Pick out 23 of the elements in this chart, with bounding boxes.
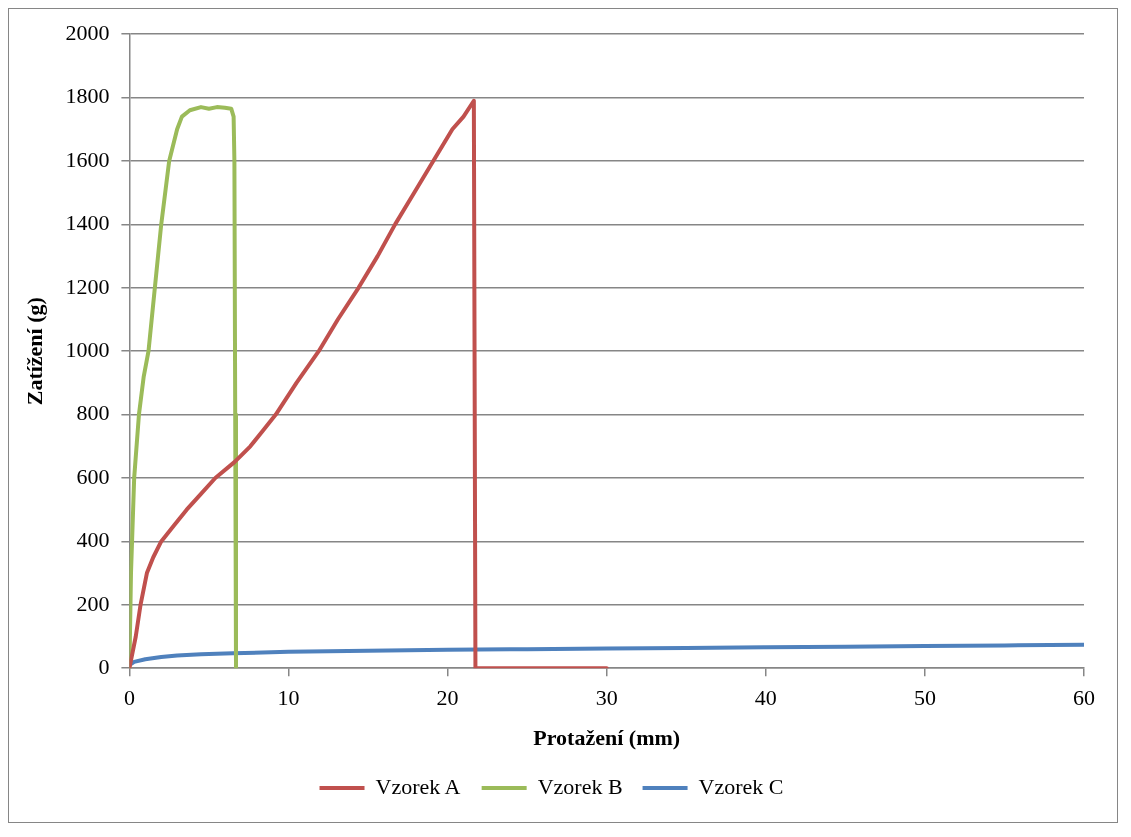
y-tick-label: 1200 (65, 273, 110, 299)
y-tick-label: 1600 (65, 146, 110, 172)
legend-label: Vzorek C (698, 773, 784, 799)
y-tick-label: 600 (76, 463, 110, 489)
y-tick-label: 1000 (65, 336, 110, 362)
y-tick-label: 200 (76, 590, 110, 616)
y-tick-label: 0 (98, 653, 110, 679)
y-axis-title: Zatížení (g) (21, 297, 47, 406)
x-tick-label: 30 (595, 685, 618, 711)
x-tick-label: 60 (1073, 685, 1095, 711)
x-tick-label: 20 (436, 685, 459, 711)
x-tick-label: 50 (913, 685, 936, 711)
x-tick-label: 40 (754, 685, 777, 711)
y-tick-label: 1800 (65, 83, 110, 109)
y-tick-label: 2000 (65, 19, 110, 45)
x-tick-label: 0 (123, 685, 135, 711)
y-tick-label: 1400 (65, 210, 110, 236)
y-tick-label: 400 (76, 527, 110, 553)
legend-label: Vzorek A (375, 773, 461, 799)
x-axis-title: Protažení (mm) (533, 725, 681, 751)
y-tick-label: 800 (76, 400, 110, 426)
legend-label: Vzorek B (537, 773, 623, 799)
x-tick-label: 10 (277, 685, 300, 711)
